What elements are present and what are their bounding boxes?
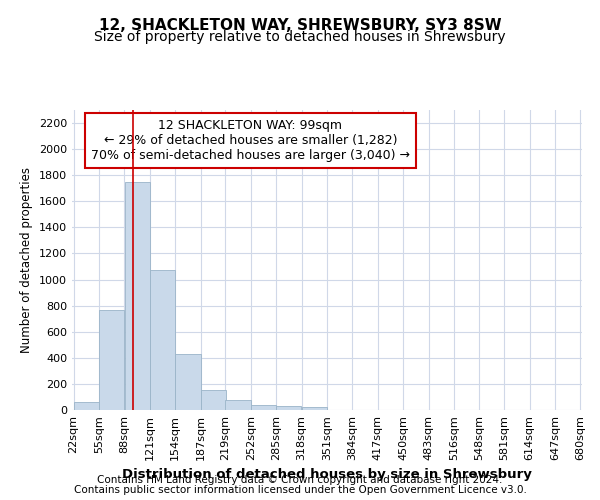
X-axis label: Distribution of detached houses by size in Shrewsbury: Distribution of detached houses by size … (122, 468, 532, 481)
Bar (276, 406, 301, 410)
Bar (226, 400, 251, 410)
Bar (99, 310, 124, 410)
Bar (302, 408, 327, 410)
Bar (201, 390, 226, 410)
Text: Contains public sector information licensed under the Open Government Licence v3: Contains public sector information licen… (74, 485, 526, 495)
Text: Size of property relative to detached houses in Shrewsbury: Size of property relative to detached ho… (94, 30, 506, 44)
Text: 12 SHACKLETON WAY: 99sqm
← 29% of detached houses are smaller (1,282)
70% of sem: 12 SHACKLETON WAY: 99sqm ← 29% of detach… (91, 119, 410, 162)
Bar (251, 404, 276, 410)
Text: Contains HM Land Registry data © Crown copyright and database right 2024.: Contains HM Land Registry data © Crown c… (97, 475, 503, 485)
Bar (74, 402, 99, 410)
Text: 12, SHACKLETON WAY, SHREWSBURY, SY3 8SW: 12, SHACKLETON WAY, SHREWSBURY, SY3 8SW (98, 18, 502, 32)
Bar (125, 182, 149, 410)
Bar (150, 270, 175, 410)
Bar (175, 354, 200, 410)
Y-axis label: Number of detached properties: Number of detached properties (20, 167, 34, 353)
